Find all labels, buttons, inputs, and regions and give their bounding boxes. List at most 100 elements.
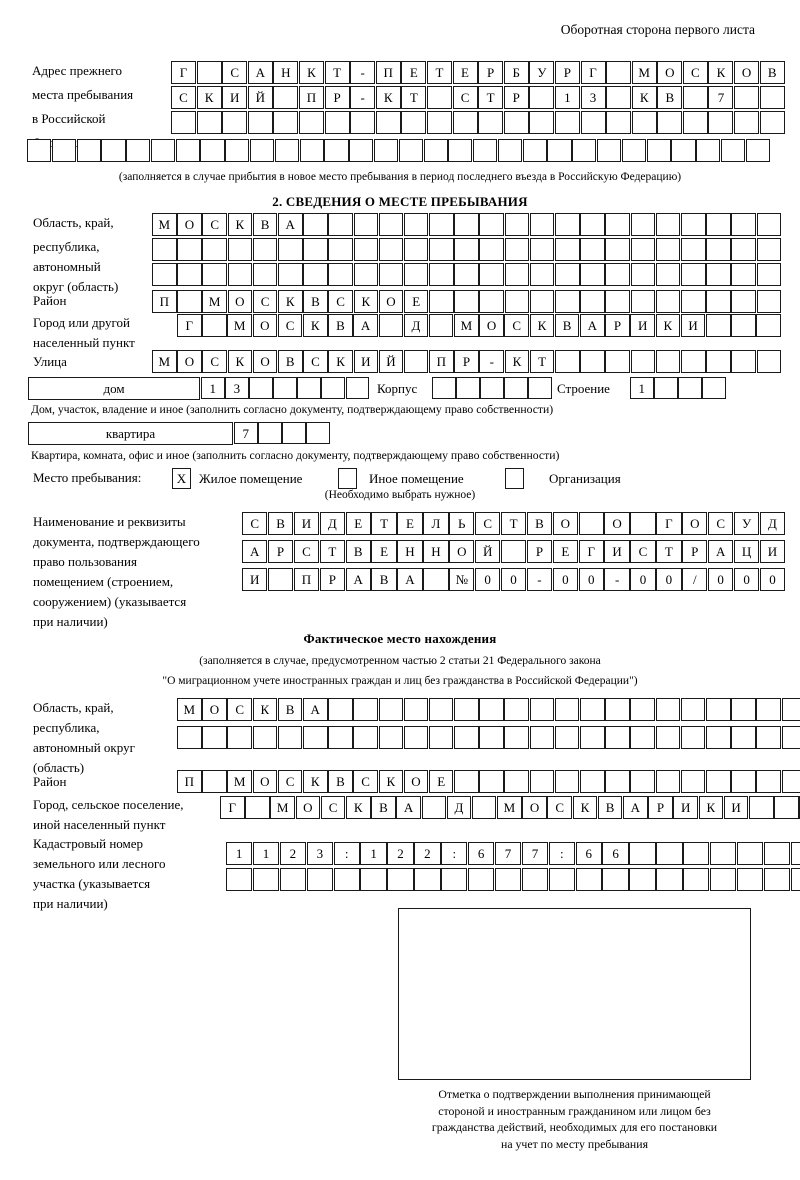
cell[interactable]: 2 [414, 842, 441, 865]
cell[interactable] [602, 868, 629, 891]
cell[interactable]: А [580, 314, 605, 337]
cell[interactable] [378, 314, 404, 337]
cell[interactable] [349, 139, 374, 162]
prev-address-row-3[interactable] [171, 111, 785, 134]
cell[interactable]: Ь [449, 512, 475, 535]
cell[interactable] [333, 868, 360, 891]
cell[interactable]: Е [452, 61, 478, 84]
cell[interactable] [448, 139, 473, 162]
cell[interactable]: 1 [201, 377, 225, 399]
cell[interactable] [655, 263, 681, 286]
cell[interactable]: С [452, 86, 478, 109]
cell[interactable]: Й [247, 86, 273, 109]
cell[interactable]: Г [580, 61, 606, 84]
cell[interactable]: В [657, 86, 683, 109]
cell[interactable]: В [267, 512, 294, 535]
cell[interactable] [423, 139, 448, 162]
cell[interactable]: А [277, 213, 303, 236]
cadastre-row-2[interactable] [226, 868, 800, 891]
cell[interactable] [378, 263, 404, 286]
cell[interactable]: К [277, 290, 303, 313]
cell[interactable]: Г [656, 512, 682, 535]
cell[interactable]: Й [475, 540, 501, 563]
cell[interactable] [763, 842, 791, 865]
cell[interactable]: О [682, 512, 708, 535]
cell[interactable] [273, 86, 299, 109]
cell[interactable]: А [353, 314, 378, 337]
cell[interactable]: / [682, 568, 708, 591]
cell[interactable] [479, 290, 505, 313]
cell[interactable]: О [177, 213, 202, 236]
cell[interactable]: С [682, 61, 708, 84]
cell[interactable]: 7 [494, 842, 522, 865]
cell[interactable]: Р [554, 61, 580, 84]
cell[interactable] [452, 111, 478, 134]
cell[interactable] [345, 377, 370, 399]
cell[interactable]: О [522, 796, 547, 819]
cell[interactable] [503, 111, 529, 134]
cell[interactable]: 0 [475, 568, 501, 591]
cell[interactable] [324, 139, 349, 162]
cell[interactable]: А [302, 698, 328, 721]
cell[interactable]: П [152, 290, 177, 313]
cell[interactable]: И [723, 796, 749, 819]
cell[interactable]: 3 [306, 842, 333, 865]
cell[interactable]: К [529, 314, 555, 337]
cell[interactable] [706, 238, 731, 261]
cell[interactable]: 0 [708, 568, 734, 591]
cell[interactable] [655, 290, 681, 313]
cell[interactable] [468, 868, 495, 891]
checkbox-zhiloe[interactable]: X [172, 468, 191, 489]
cell[interactable] [756, 213, 782, 236]
cell[interactable] [529, 290, 555, 313]
cell[interactable]: Т [500, 512, 527, 535]
cell[interactable] [555, 263, 580, 286]
cell[interactable] [654, 377, 678, 399]
cell[interactable]: Р [648, 796, 673, 819]
cell[interactable]: Т [426, 61, 452, 84]
cell[interactable]: 3 [580, 86, 606, 109]
cell[interactable] [655, 213, 681, 236]
cell[interactable]: 3 [225, 377, 249, 399]
cell[interactable]: 0 [733, 568, 760, 591]
cell[interactable] [630, 238, 656, 261]
cell[interactable] [274, 139, 299, 162]
cell[interactable] [152, 238, 177, 261]
cell[interactable] [196, 111, 222, 134]
cell[interactable] [478, 111, 504, 134]
cell[interactable]: Т [656, 540, 682, 563]
cell[interactable] [756, 350, 782, 373]
cell[interactable]: Н [397, 540, 423, 563]
cell[interactable] [529, 213, 555, 236]
cell[interactable] [306, 868, 333, 891]
cell[interactable]: Т [478, 86, 504, 109]
cell[interactable]: - [526, 568, 553, 591]
cell[interactable] [605, 770, 630, 793]
cell[interactable]: О [479, 314, 504, 337]
cell[interactable]: Т [324, 61, 350, 84]
cell[interactable]: В [277, 350, 303, 373]
cell[interactable] [655, 726, 681, 749]
cell[interactable]: М [202, 290, 227, 313]
cell[interactable]: У [529, 61, 555, 84]
cell[interactable] [790, 842, 800, 865]
cell[interactable] [454, 238, 479, 261]
cell[interactable] [547, 139, 572, 162]
cell[interactable]: К [375, 86, 401, 109]
cell[interactable]: 0 [552, 568, 578, 591]
cell[interactable] [454, 770, 479, 793]
cell[interactable]: С [504, 314, 530, 337]
cell[interactable]: М [497, 796, 522, 819]
cell[interactable]: В [328, 770, 353, 793]
cell[interactable]: Р [605, 314, 630, 337]
cell[interactable] [580, 698, 605, 721]
cell[interactable] [781, 698, 800, 721]
cell[interactable]: Р [319, 568, 345, 591]
cell[interactable]: Г [220, 796, 245, 819]
cell[interactable] [682, 111, 708, 134]
cell[interactable] [682, 86, 708, 109]
cell[interactable] [630, 350, 656, 373]
cell[interactable]: А [397, 568, 423, 591]
